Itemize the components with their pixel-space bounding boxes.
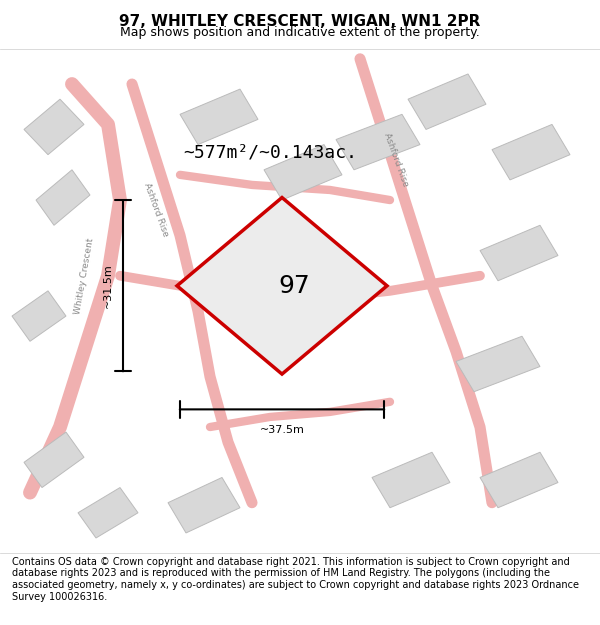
Polygon shape (36, 170, 90, 225)
Polygon shape (480, 225, 558, 281)
Polygon shape (456, 336, 540, 392)
Text: 97, WHITLEY CRESCENT, WIGAN, WN1 2PR: 97, WHITLEY CRESCENT, WIGAN, WN1 2PR (119, 14, 481, 29)
Polygon shape (264, 144, 342, 200)
Text: ~31.5m: ~31.5m (103, 263, 113, 308)
Text: Whitley Crescent: Whitley Crescent (73, 237, 95, 314)
Polygon shape (372, 452, 450, 508)
Polygon shape (24, 432, 84, 488)
Polygon shape (492, 124, 570, 180)
Polygon shape (12, 291, 66, 341)
Polygon shape (228, 251, 294, 301)
Polygon shape (24, 99, 84, 154)
Text: Contains OS data © Crown copyright and database right 2021. This information is : Contains OS data © Crown copyright and d… (12, 557, 579, 601)
Polygon shape (168, 478, 240, 533)
Polygon shape (177, 198, 387, 374)
Text: ~577m²/~0.143ac.: ~577m²/~0.143ac. (183, 143, 357, 161)
Polygon shape (480, 452, 558, 508)
Polygon shape (180, 89, 258, 144)
Text: Ashford Rise: Ashford Rise (142, 182, 170, 238)
Polygon shape (336, 114, 420, 170)
Text: Map shows position and indicative extent of the property.: Map shows position and indicative extent… (120, 26, 480, 39)
Text: Ashford Rise: Ashford Rise (382, 132, 410, 188)
Polygon shape (78, 488, 138, 538)
Text: ~37.5m: ~37.5m (260, 424, 304, 434)
Text: 97: 97 (278, 274, 310, 298)
Polygon shape (408, 74, 486, 129)
Polygon shape (231, 243, 333, 329)
